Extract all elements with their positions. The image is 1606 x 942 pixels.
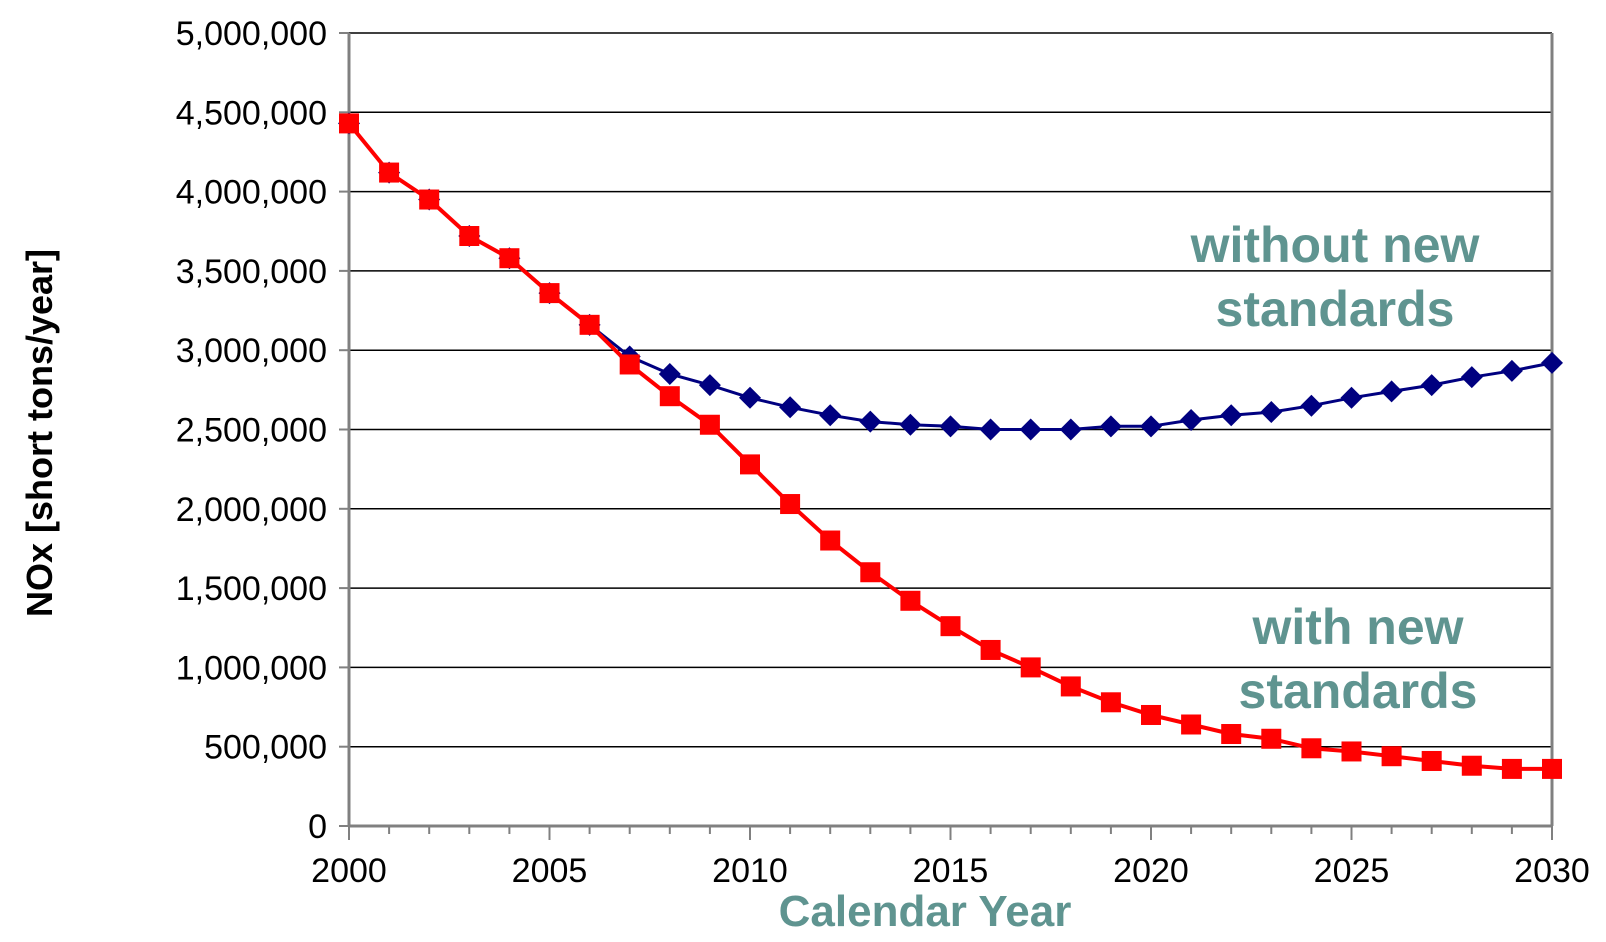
y-tick-label: 1,000,000: [176, 649, 327, 687]
x-tick-labels: 2000 2005 2010 2015 2020 2025 2030: [311, 852, 1590, 890]
x-tick-label: 2015: [913, 852, 989, 890]
marker-with: [860, 562, 881, 583]
marker-without: [939, 415, 962, 438]
marker-with: [780, 494, 801, 515]
marker-without: [899, 413, 922, 436]
marker-without: [1220, 404, 1243, 427]
marker-with: [1261, 728, 1282, 749]
y-tick-label: 4,500,000: [176, 94, 327, 132]
marker-without: [1500, 359, 1523, 382]
x-tick-label: 2030: [1514, 852, 1590, 890]
marker-with: [1501, 758, 1522, 779]
y-tick-label: 2,500,000: [176, 412, 327, 450]
series-layer: [338, 112, 1563, 779]
marker-with: [1221, 724, 1242, 745]
marker-with: [820, 530, 841, 551]
marker-with: [539, 283, 560, 304]
marker-with: [1542, 758, 1562, 779]
y-tick-label: 2,000,000: [176, 491, 327, 529]
marker-without: [859, 410, 882, 433]
marker-with: [1301, 738, 1322, 759]
marker-with: [619, 354, 640, 375]
annotation-without-line2: standards: [1216, 281, 1455, 337]
marker-with: [1341, 741, 1362, 762]
y-tick-labels: 0 500,000 1,000,000 1,500,000 2,000,000 2,500…: [176, 15, 327, 846]
annotation-with-line2: standards: [1239, 663, 1478, 719]
y-tick-label: 500,000: [204, 729, 327, 767]
marker-with: [1461, 755, 1482, 776]
marker-with: [659, 386, 680, 407]
marker-without: [658, 362, 681, 385]
marker-with: [740, 454, 760, 475]
x-tick-label: 2010: [712, 852, 788, 890]
marker-without: [698, 374, 721, 397]
marker-with: [419, 189, 440, 210]
marker-with: [1421, 750, 1442, 771]
marker-without: [1059, 418, 1082, 441]
marker-with: [1100, 692, 1121, 713]
marker-with: [1020, 657, 1041, 678]
axes: [339, 32, 1554, 840]
marker-with: [339, 113, 359, 134]
marker-with: [1181, 714, 1202, 735]
marker-without: [779, 396, 802, 419]
annotation-with-line1: with new: [1251, 599, 1463, 655]
y-tick-label: 1,500,000: [176, 570, 327, 608]
y-tick-label: 5,000,000: [176, 15, 327, 53]
marker-without: [1180, 408, 1203, 431]
series-without: [338, 112, 1563, 441]
marker-without: [1460, 366, 1483, 389]
x-tick-label: 2020: [1113, 852, 1189, 890]
x-axis-label: Calendar Year: [779, 887, 1072, 936]
marker-without: [1260, 401, 1283, 424]
marker-without: [1140, 415, 1162, 438]
marker-without: [979, 418, 1002, 441]
marker-with: [940, 616, 961, 637]
marker-with: [1060, 676, 1081, 697]
y-tick-label: 0: [308, 808, 327, 846]
annotation-without-line1: without new: [1190, 217, 1480, 273]
marker-with: [1381, 746, 1402, 767]
marker-with: [579, 314, 600, 335]
marker-without: [1019, 418, 1042, 441]
marker-with: [499, 248, 520, 269]
marker-with: [699, 414, 720, 435]
x-tick-label: 2000: [311, 852, 387, 890]
marker-without: [1380, 380, 1403, 403]
marker-without: [1541, 351, 1563, 374]
marker-without: [1340, 386, 1363, 409]
marker-with: [379, 162, 400, 183]
x-tick-label: 2005: [512, 852, 588, 890]
marker-with: [900, 590, 921, 611]
y-axis-label: NOx [short tons/year]: [19, 249, 60, 617]
marker-without: [1300, 394, 1323, 417]
y-tick-label: 3,000,000: [176, 332, 327, 370]
marker-without: [1420, 374, 1443, 397]
series-with: [339, 113, 1562, 779]
marker-without: [739, 386, 761, 409]
y-tick-label: 3,500,000: [176, 253, 327, 291]
marker-with: [459, 226, 480, 247]
y-tick-label: 4,000,000: [176, 174, 327, 212]
marker-with: [980, 639, 1001, 660]
x-tick-label: 2025: [1314, 852, 1390, 890]
marker-without: [1099, 415, 1122, 438]
marker-without: [819, 404, 842, 427]
marker-with: [1141, 704, 1161, 725]
